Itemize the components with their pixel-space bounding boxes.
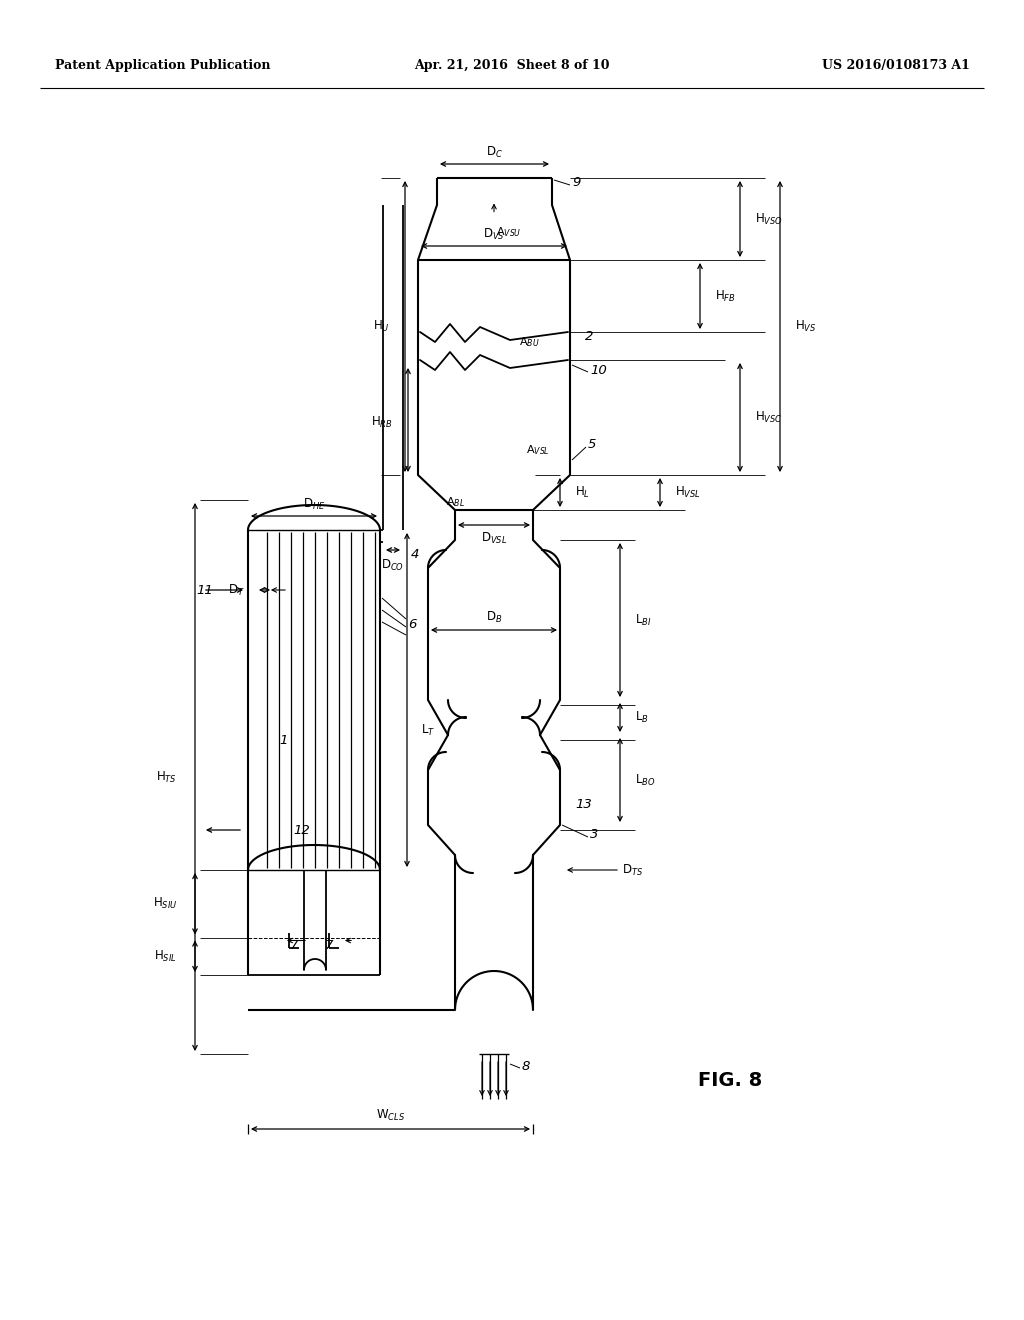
Text: 10: 10 bbox=[590, 363, 607, 376]
Text: FIG. 8: FIG. 8 bbox=[698, 1071, 762, 1089]
Text: H$_{FB}$: H$_{FB}$ bbox=[715, 289, 736, 304]
Text: Apr. 21, 2016  Sheet 8 of 10: Apr. 21, 2016 Sheet 8 of 10 bbox=[415, 58, 609, 71]
Text: H$_{VSL}$: H$_{VSL}$ bbox=[675, 484, 700, 500]
Text: 8: 8 bbox=[522, 1060, 530, 1072]
Text: L$_{BO}$: L$_{BO}$ bbox=[635, 772, 655, 788]
Text: 6: 6 bbox=[408, 619, 417, 631]
Text: A$_{VSL}$: A$_{VSL}$ bbox=[526, 444, 550, 457]
Text: W$_{CLS}$: W$_{CLS}$ bbox=[376, 1107, 406, 1122]
Text: H$_{RB}$: H$_{RB}$ bbox=[371, 414, 393, 430]
Text: H$_U$: H$_U$ bbox=[373, 319, 390, 334]
Text: D$_{TS}$: D$_{TS}$ bbox=[622, 862, 643, 878]
Text: 4: 4 bbox=[411, 549, 420, 561]
Text: L$_{BI}$: L$_{BI}$ bbox=[635, 612, 651, 627]
Text: D$_{VSL}$: D$_{VSL}$ bbox=[481, 531, 507, 545]
Text: 2: 2 bbox=[585, 330, 593, 343]
Text: 7: 7 bbox=[325, 939, 333, 952]
Text: 1: 1 bbox=[280, 734, 288, 747]
Text: D$_{CO}$: D$_{CO}$ bbox=[382, 557, 404, 573]
Text: 11: 11 bbox=[197, 583, 213, 597]
Text: 7: 7 bbox=[290, 939, 298, 952]
Text: Patent Application Publication: Patent Application Publication bbox=[55, 58, 270, 71]
Text: H$_{VS}$: H$_{VS}$ bbox=[795, 319, 816, 334]
Text: 13: 13 bbox=[575, 799, 592, 812]
Text: D$_B$: D$_B$ bbox=[485, 610, 502, 624]
Text: 12: 12 bbox=[293, 824, 309, 837]
Text: US 2016/0108173 A1: US 2016/0108173 A1 bbox=[822, 58, 970, 71]
Text: D$_{VS}$: D$_{VS}$ bbox=[483, 227, 505, 242]
Text: D$_{HE}$: D$_{HE}$ bbox=[303, 496, 326, 512]
Text: D$_T$: D$_T$ bbox=[228, 582, 245, 598]
Text: L$_T$: L$_T$ bbox=[421, 722, 435, 738]
Text: H$_L$: H$_L$ bbox=[575, 484, 590, 500]
Text: H$_{VSC}$: H$_{VSC}$ bbox=[755, 411, 782, 425]
Text: 3: 3 bbox=[590, 829, 598, 842]
Text: 5: 5 bbox=[588, 438, 596, 451]
Text: A$_{BL}$: A$_{BL}$ bbox=[446, 495, 465, 510]
Text: H$_{SIU}$: H$_{SIU}$ bbox=[153, 896, 177, 911]
Text: A$_{BU}$: A$_{BU}$ bbox=[519, 335, 540, 348]
Text: A$_{VSU}$: A$_{VSU}$ bbox=[496, 226, 521, 239]
Text: H$_{TS}$: H$_{TS}$ bbox=[156, 770, 177, 784]
Text: L$_B$: L$_B$ bbox=[635, 710, 649, 725]
Text: D$_C$: D$_C$ bbox=[486, 144, 503, 160]
Text: 9: 9 bbox=[572, 177, 581, 190]
Text: H$_{SIL}$: H$_{SIL}$ bbox=[155, 949, 177, 964]
Text: H$_{VSO}$: H$_{VSO}$ bbox=[755, 211, 783, 227]
